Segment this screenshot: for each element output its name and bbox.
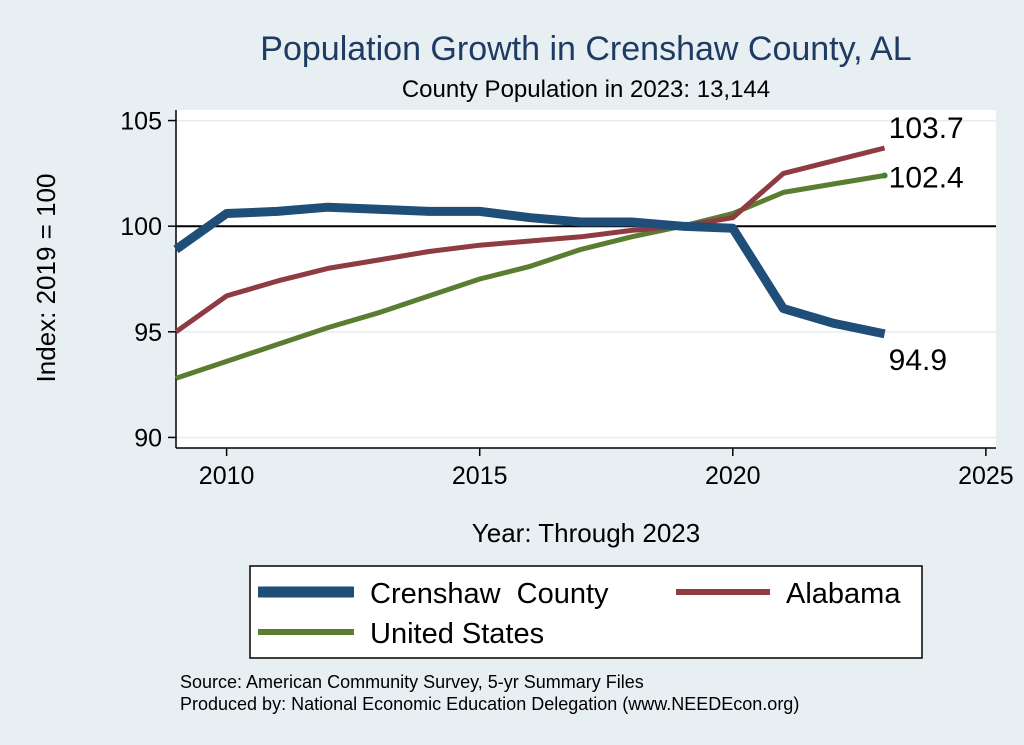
end-label-united-states: 102.4 <box>889 161 964 194</box>
y-axis-label: Index: 2019 = 100 <box>31 174 61 383</box>
legend-label-alabama: Alabama <box>786 578 901 610</box>
y-tick-label-90: 90 <box>134 424 162 452</box>
series-line-alabama <box>174 145 886 334</box>
plot-area <box>176 110 996 448</box>
x-tick-label-2015: 2015 <box>452 462 508 490</box>
legend-label-united-states: United States <box>370 618 544 650</box>
x-tick-label-2025: 2025 <box>958 462 1014 490</box>
y-axis: 90 95 100 105 <box>120 108 177 452</box>
legend: Crenshaw County Alabama United States <box>249 565 923 659</box>
x-axis: 2010 2015 2020 2025 <box>176 447 1014 490</box>
end-label-alabama: 103.7 <box>889 112 964 145</box>
chart-subtitle: County Population in 2023: 13,144 <box>402 76 770 103</box>
y-tick-label-100: 100 <box>120 213 162 241</box>
source-note: Source: American Community Survey, 5-yr … <box>180 672 644 692</box>
series-line-united-states <box>175 173 886 381</box>
series-line-crenshaw-county <box>173 202 886 339</box>
end-labels: 94.9 103.7 102.4 <box>889 112 964 377</box>
x-axis-label: Year: Through 2023 <box>472 518 700 548</box>
end-label-crenshaw-county: 94.9 <box>889 344 947 377</box>
series-layer <box>173 145 888 381</box>
y-tick-label-95: 95 <box>134 319 162 347</box>
legend-label-crenshaw: Crenshaw County <box>370 578 609 610</box>
producer-note: Produced by: National Economic Education… <box>180 694 799 714</box>
x-tick-label-2020: 2020 <box>705 462 761 490</box>
x-tick-label-2010: 2010 <box>199 462 255 490</box>
series-end-marker-united-states <box>881 172 888 179</box>
y-tick-label-105: 105 <box>120 108 162 136</box>
chart-title: Population Growth in Crenshaw County, AL <box>260 30 911 68</box>
legend-box <box>249 565 923 659</box>
